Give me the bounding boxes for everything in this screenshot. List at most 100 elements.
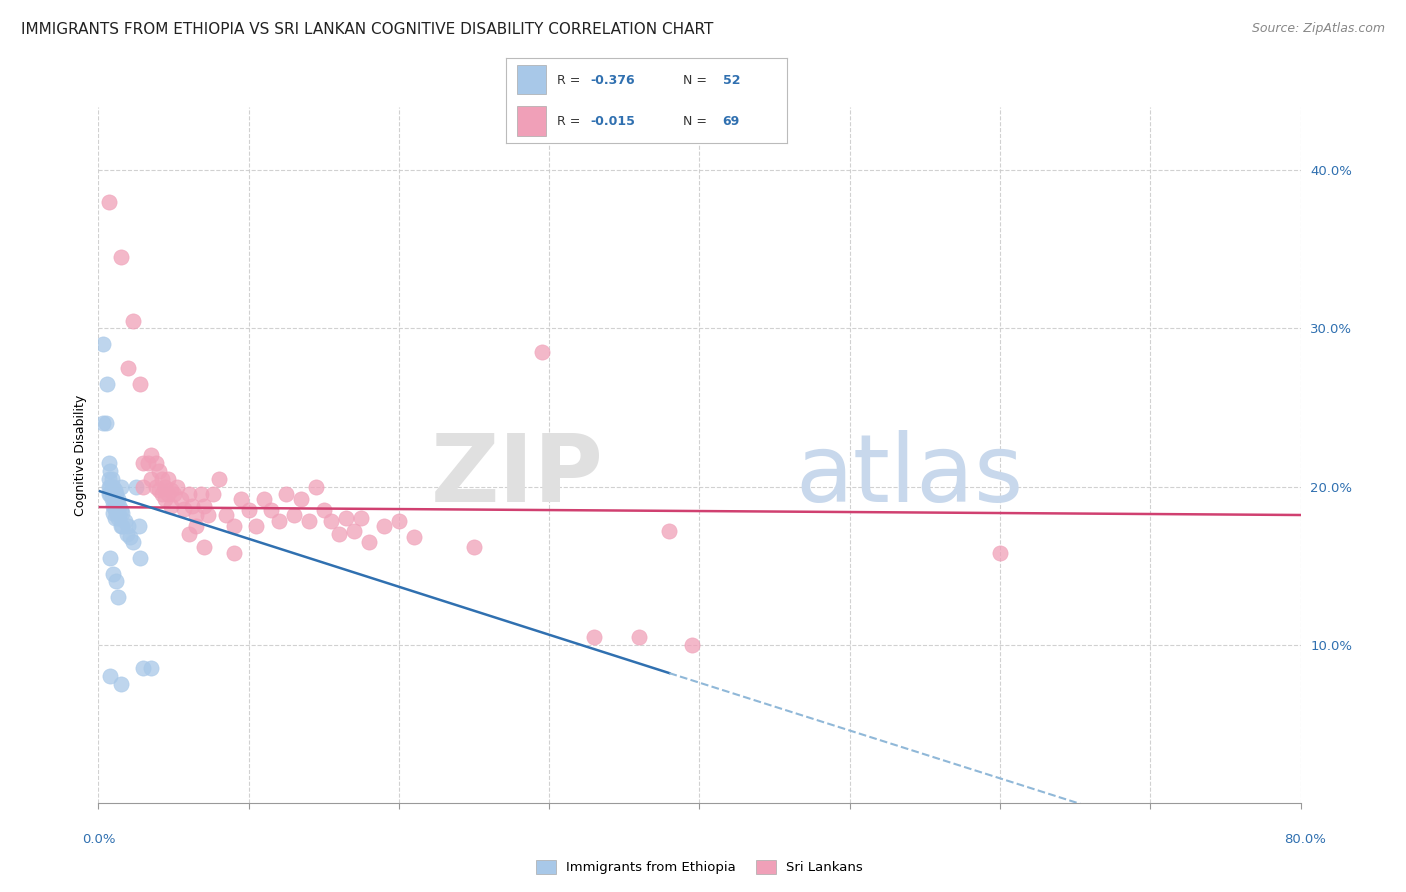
Point <box>97 487 120 501</box>
Point <box>115 527 138 541</box>
Point <box>117 519 139 533</box>
Point <box>253 492 276 507</box>
Point <box>132 479 155 493</box>
Text: ZIP: ZIP <box>430 430 603 522</box>
Point <box>97 472 120 486</box>
Point <box>97 479 120 493</box>
Point <box>125 479 148 493</box>
Point <box>104 483 127 497</box>
Point <box>184 519 207 533</box>
Text: N =: N = <box>675 115 711 128</box>
Point <box>173 501 195 516</box>
FancyBboxPatch shape <box>517 65 546 95</box>
Point <box>129 550 152 565</box>
Text: N =: N = <box>675 73 711 87</box>
Point <box>114 514 136 528</box>
Text: R =: R = <box>557 115 583 128</box>
Point <box>150 472 173 486</box>
Point <box>153 492 176 507</box>
Text: Source: ZipAtlas.com: Source: ZipAtlas.com <box>1251 22 1385 36</box>
Point <box>104 501 127 516</box>
Point <box>328 527 350 541</box>
Point <box>267 514 290 528</box>
Point <box>148 483 170 497</box>
Point <box>238 503 260 517</box>
Point <box>276 487 298 501</box>
Point <box>197 508 219 522</box>
Point <box>96 376 118 391</box>
Point <box>101 484 124 499</box>
Text: 69: 69 <box>723 115 740 128</box>
Point <box>180 499 202 513</box>
Point <box>129 376 152 391</box>
Point <box>117 360 139 375</box>
Point <box>100 487 122 501</box>
Point <box>132 456 155 470</box>
Point <box>101 472 124 486</box>
FancyBboxPatch shape <box>517 106 546 136</box>
Point <box>110 479 132 493</box>
Point <box>628 630 651 644</box>
Point <box>583 630 606 644</box>
Text: -0.015: -0.015 <box>591 115 636 128</box>
Point <box>681 638 703 652</box>
Point <box>208 472 231 486</box>
Point <box>110 519 132 533</box>
Point <box>103 491 125 505</box>
Point <box>111 507 134 521</box>
Legend: Immigrants from Ethiopia, Sri Lankans: Immigrants from Ethiopia, Sri Lankans <box>530 855 869 880</box>
Point <box>153 479 176 493</box>
Text: IMMIGRANTS FROM ETHIOPIA VS SRI LANKAN COGNITIVE DISABILITY CORRELATION CHART: IMMIGRANTS FROM ETHIOPIA VS SRI LANKAN C… <box>21 22 713 37</box>
Point <box>105 487 128 501</box>
Point <box>103 499 125 513</box>
Point <box>105 505 128 519</box>
Point <box>170 492 193 507</box>
Point <box>350 511 373 525</box>
Point <box>104 492 127 507</box>
Point <box>162 487 184 501</box>
Point <box>290 492 312 507</box>
Text: R =: R = <box>557 73 583 87</box>
Point <box>105 574 128 589</box>
Point <box>91 417 114 431</box>
Point <box>111 519 134 533</box>
Point <box>166 479 188 493</box>
Point <box>110 250 132 264</box>
Point <box>156 487 179 501</box>
Point <box>335 511 357 525</box>
Point <box>193 499 215 513</box>
Point <box>103 479 125 493</box>
Point <box>101 492 124 507</box>
Text: -0.376: -0.376 <box>591 73 636 87</box>
Point <box>305 479 328 493</box>
Point <box>357 534 380 549</box>
Point <box>107 501 129 516</box>
Point <box>260 503 283 517</box>
Point <box>132 661 155 675</box>
Point <box>100 669 122 683</box>
Point <box>658 524 681 538</box>
Point <box>193 540 215 554</box>
Point <box>150 487 173 501</box>
Point <box>107 591 129 605</box>
Point <box>122 534 145 549</box>
Point <box>184 508 207 522</box>
Text: atlas: atlas <box>796 430 1024 522</box>
Point <box>122 313 145 327</box>
Point <box>104 511 127 525</box>
Point <box>107 492 129 507</box>
Point <box>283 508 305 522</box>
Point <box>100 550 122 565</box>
Point <box>245 519 267 533</box>
Point <box>97 456 120 470</box>
Point <box>159 483 181 497</box>
Point <box>145 456 167 470</box>
Point <box>988 546 1011 560</box>
Point <box>298 514 321 528</box>
Text: 80.0%: 80.0% <box>1284 833 1326 846</box>
Point <box>105 495 128 509</box>
Point <box>222 519 245 533</box>
Point <box>321 514 343 528</box>
Point <box>148 464 170 478</box>
Point <box>97 194 120 209</box>
